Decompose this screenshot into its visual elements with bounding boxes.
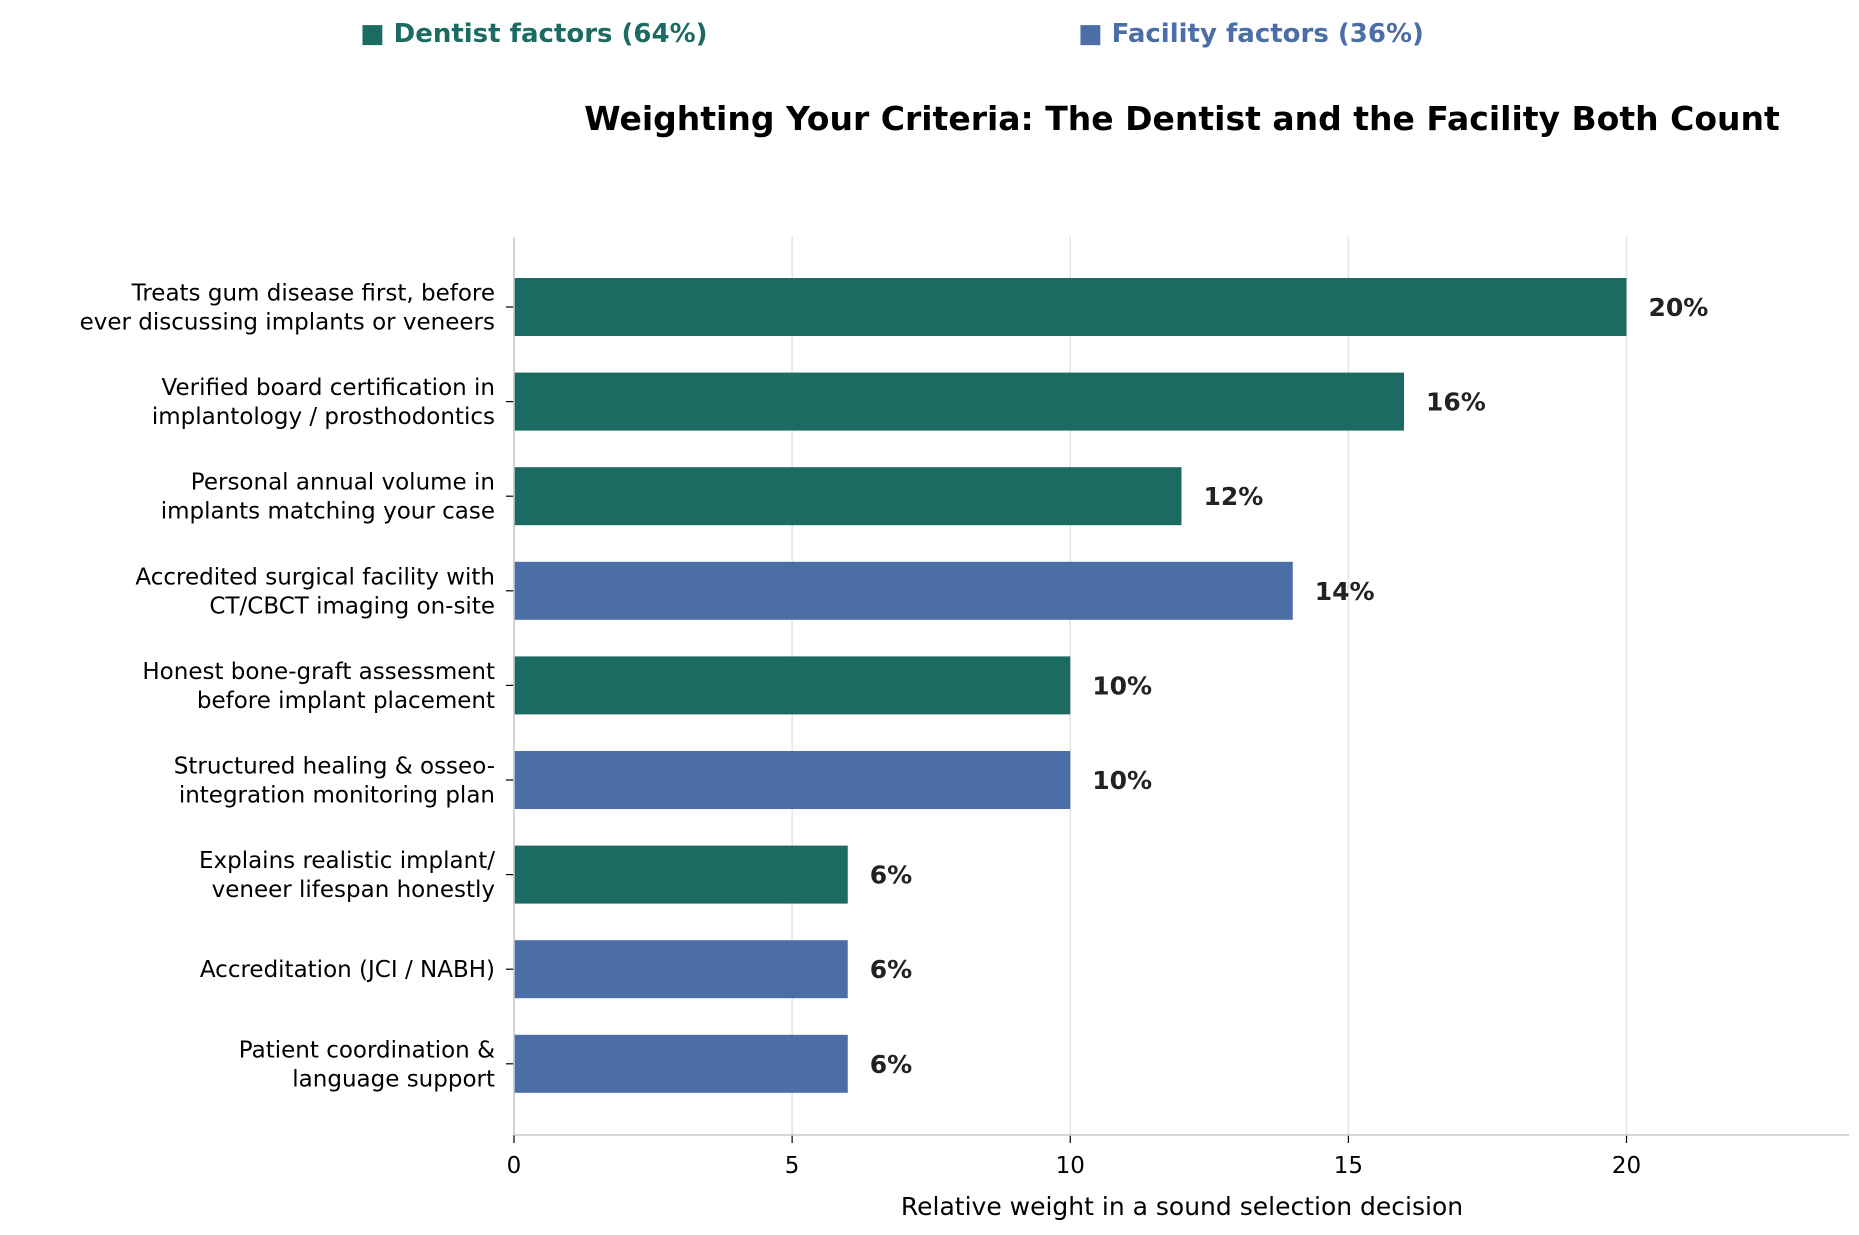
category-label: ever discussing implants or veneers [80, 310, 495, 336]
category-label: implantology / prosthodontics [152, 404, 495, 430]
bar-value-label: 10% [1092, 671, 1152, 700]
category-label: Accredited surgical facility with [135, 564, 495, 590]
bar-value-label: 14% [1315, 577, 1375, 606]
bar [514, 467, 1182, 526]
category-label: veneer lifespan honestly [212, 877, 495, 903]
bar [514, 656, 1071, 715]
bar-value-label: 20% [1649, 293, 1709, 322]
category-label: before implant placement [197, 688, 495, 714]
legend-item-facility-factors: ■ Facility factors (36%) [1078, 19, 1424, 49]
category-label: Explains realistic implant/ [199, 848, 495, 874]
bar [514, 561, 1293, 620]
bar-value-label: 6% [870, 955, 912, 984]
category-label: CT/CBCT imaging on-site [209, 593, 495, 619]
legend-item-dentist-factors: ■ Dentist factors (64%) [360, 19, 708, 49]
bar [514, 751, 1071, 809]
bar-value-label: 6% [870, 1050, 912, 1079]
category-label: Personal annual volume in [191, 470, 495, 496]
x-tick-label: 0 [507, 1153, 522, 1179]
category-label: Patient coordination & [239, 1037, 495, 1063]
bar [514, 845, 848, 904]
bar-value-label: 16% [1426, 388, 1486, 417]
bar [514, 278, 1627, 336]
category-label: Structured healing & osseo- [174, 754, 495, 780]
bar [514, 940, 848, 999]
category-label: Treats gum disease first, before [131, 281, 495, 307]
x-tick-label: 10 [1056, 1153, 1085, 1179]
category-label: Verified board certification in [162, 375, 495, 401]
bar-value-label: 12% [1204, 482, 1264, 511]
bar [514, 372, 1404, 431]
category-label: Honest bone-graft assessment [142, 659, 495, 685]
x-axis-label: Relative weight in a sound selection dec… [901, 1192, 1463, 1221]
category-label: implants matching your case [161, 499, 495, 525]
category-label: Accreditation (JCI / NABH) [200, 957, 495, 983]
category-label: integration monitoring plan [179, 783, 495, 809]
x-tick-label: 15 [1334, 1153, 1363, 1179]
bars: 20% 16% 12% 14% 10% 10% 6% 6% 6% [514, 278, 1708, 1093]
chart-title: Weighting Your Criteria: The Dentist and… [584, 99, 1780, 138]
bar-value-label: 6% [870, 861, 912, 890]
bar [514, 1034, 848, 1093]
category-label: language support [292, 1066, 495, 1092]
bar-value-label: 10% [1092, 766, 1152, 795]
legend: ■ Dentist factors (64%) ■ Facility facto… [360, 19, 1424, 49]
x-tick-label: 5 [785, 1153, 800, 1179]
x-tick-label: 20 [1612, 1153, 1641, 1179]
axes: 0 5 10 15 20 Treats gum disease first, before… [80, 237, 1849, 1179]
